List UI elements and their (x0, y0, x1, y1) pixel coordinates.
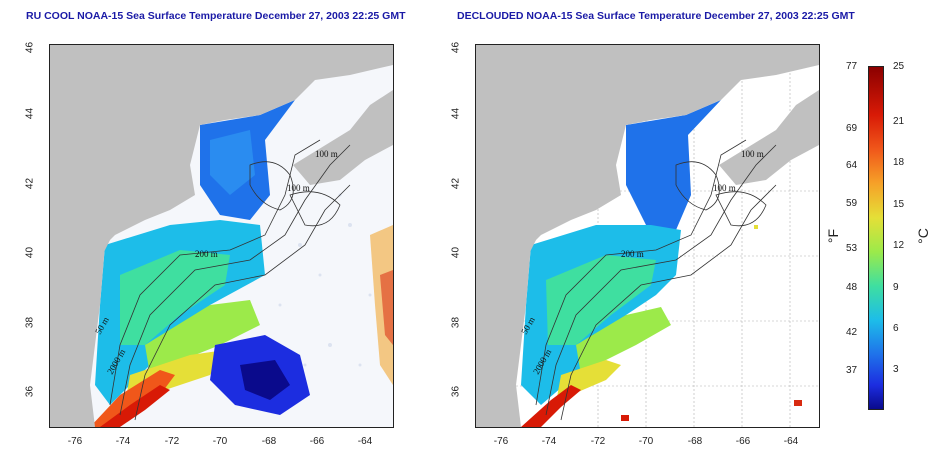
lon-tick: -64 (357, 436, 373, 447)
contour-label: 100 m (315, 149, 338, 159)
fahrenheit-unit-label: °F (825, 228, 842, 244)
lat-tick: 42 (450, 177, 462, 190)
lat-tick: 44 (24, 107, 36, 120)
right-map-panel: 100 m 100 m 50 m 200 m 2000 m (475, 44, 820, 428)
lon-tick: -70 (212, 436, 228, 447)
lon-tick: -68 (261, 436, 277, 447)
fahrenheit-tick: 37 (846, 365, 858, 376)
lon-tick: -66 (735, 436, 751, 447)
celsius-tick: 9 (893, 282, 899, 293)
celsius-tick: 3 (893, 364, 899, 375)
celsius-unit-label: °C (914, 228, 931, 244)
lat-tick: 46 (450, 41, 462, 54)
lat-tick: 36 (24, 385, 36, 398)
lon-tick: -72 (590, 436, 606, 447)
temperature-colorbar (868, 66, 884, 410)
lon-tick: -76 (67, 436, 83, 447)
lat-tick: 40 (24, 246, 36, 259)
left-map-panel: 100 m 100 m 50 m 200 m 2000 m (49, 44, 394, 428)
celsius-tick: 12 (893, 240, 905, 251)
fahrenheit-tick: 64 (846, 160, 858, 171)
lat-tick: 44 (450, 107, 462, 120)
celsius-tick: 6 (893, 323, 899, 334)
fahrenheit-tick: 53 (846, 243, 858, 254)
lat-tick: 46 (24, 41, 36, 54)
contour-label: 100 m (287, 183, 310, 193)
celsius-tick: 25 (893, 61, 905, 72)
celsius-tick: 15 (893, 199, 905, 210)
contour-label: 100 m (713, 183, 736, 193)
contour-label: 200 m (195, 249, 218, 259)
fahrenheit-tick: 59 (846, 198, 858, 209)
lon-tick: -74 (541, 436, 557, 447)
lat-tick: 42 (24, 177, 36, 190)
lat-tick: 38 (450, 316, 462, 329)
lon-tick: -74 (115, 436, 131, 447)
fahrenheit-tick: 77 (846, 61, 858, 72)
celsius-tick: 21 (893, 116, 905, 127)
lat-tick: 36 (450, 385, 462, 398)
right-map-title: DECLOUDED NOAA-15 Sea Surface Temperatur… (457, 10, 855, 22)
celsius-tick: 18 (893, 157, 905, 168)
fahrenheit-tick: 48 (846, 282, 858, 293)
lat-tick: 38 (24, 316, 36, 329)
lon-tick: -64 (783, 436, 799, 447)
lon-tick: -70 (638, 436, 654, 447)
lat-tick: 40 (450, 246, 462, 259)
contour-label: 100 m (741, 149, 764, 159)
lon-tick: -76 (493, 436, 509, 447)
lon-tick: -68 (687, 436, 703, 447)
lon-tick: -72 (164, 436, 180, 447)
fahrenheit-tick: 42 (846, 327, 858, 338)
left-map-title: RU COOL NOAA-15 Sea Surface Temperature … (26, 10, 406, 22)
fahrenheit-tick: 69 (846, 123, 858, 134)
contour-label: 200 m (621, 249, 644, 259)
lon-tick: -66 (309, 436, 325, 447)
